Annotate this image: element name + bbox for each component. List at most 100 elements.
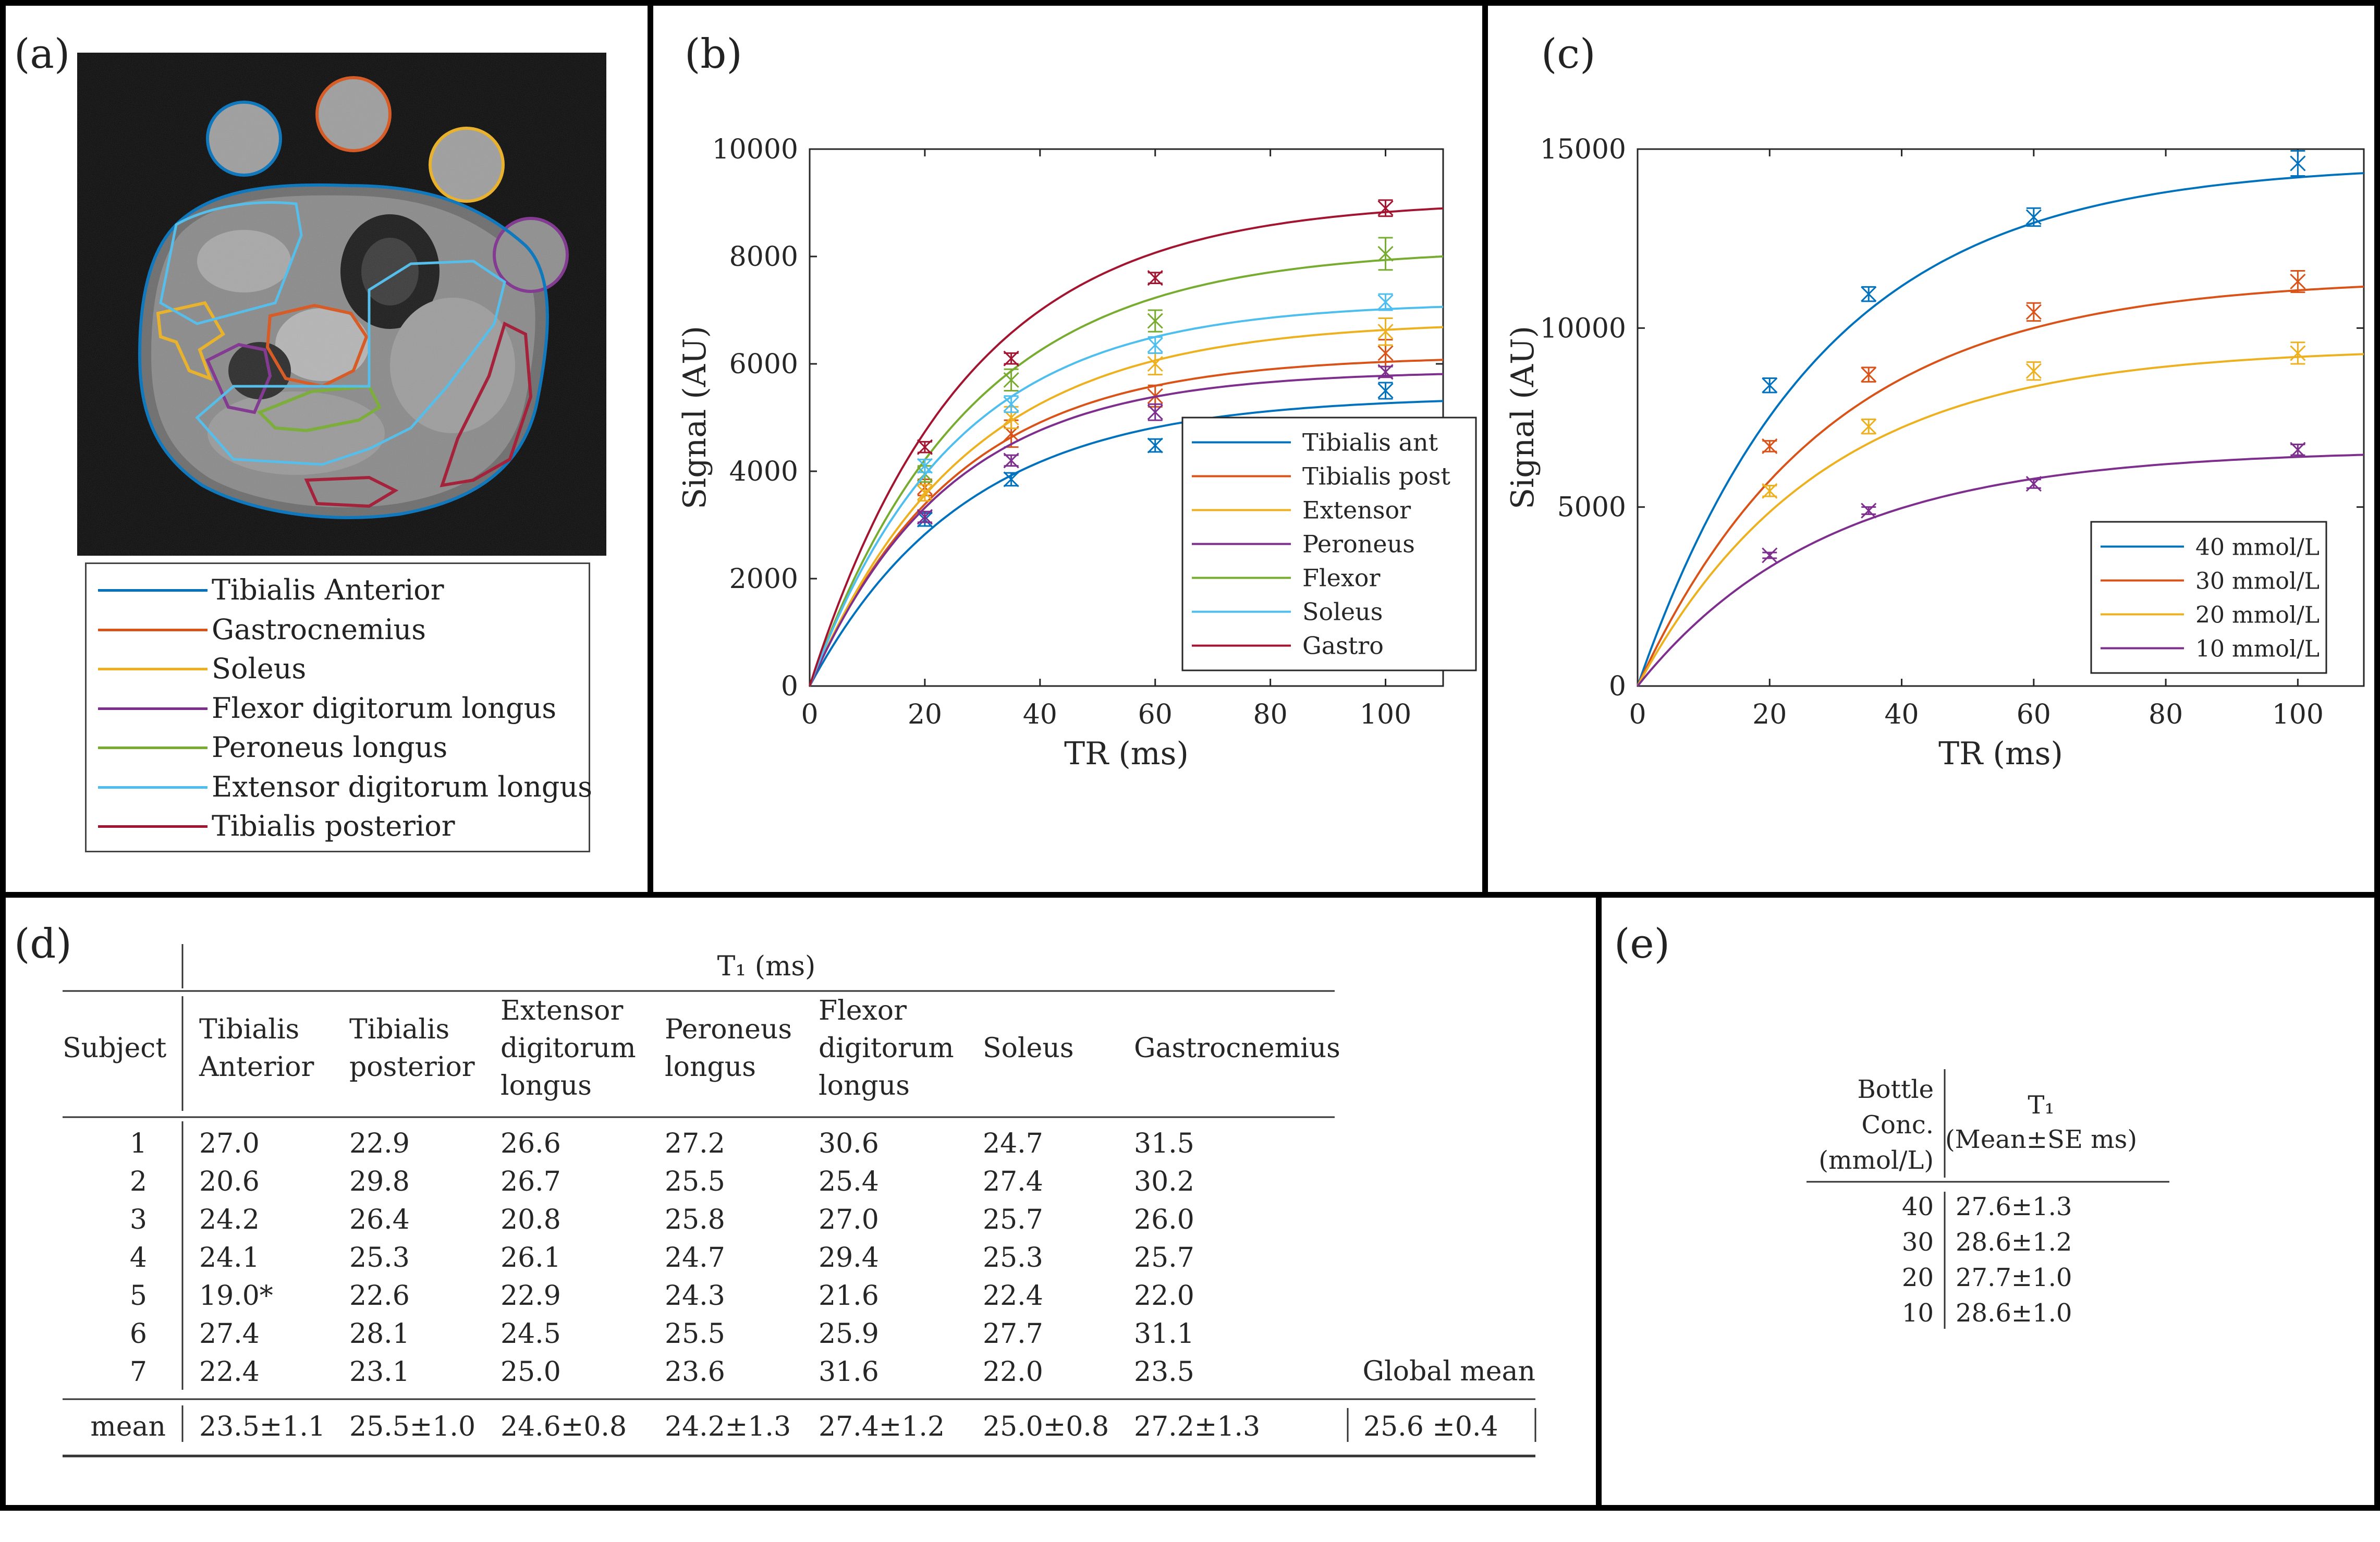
data-point — [1762, 438, 1778, 454]
table-cell: 22.0 — [983, 1356, 1043, 1388]
data-point — [1147, 309, 1163, 333]
muscle-signal-chart: 0 20 40 60 80 100 0 2000 4000 6000 8000 10000 TR (ms… — [677, 134, 1477, 772]
x-tick-label: 40 — [1023, 699, 1057, 730]
table-cell: 22.4 — [199, 1356, 260, 1388]
x-tick-label: 40 — [1884, 699, 1919, 730]
data-point — [1861, 503, 1877, 519]
x-tick-label: 100 — [2272, 699, 2324, 730]
table-cell: 25.5 — [665, 1318, 725, 1350]
table-cell: 25.0 — [501, 1356, 561, 1388]
legend-swatch — [98, 589, 208, 592]
marker — [1147, 356, 1163, 372]
x-tick-label: 80 — [2149, 699, 2183, 730]
table-cell: 23.6 — [665, 1356, 725, 1388]
conc-cell: 20 — [1902, 1263, 1934, 1292]
panel-d: (d) — [0, 892, 1602, 1511]
data-point — [917, 509, 933, 525]
table-cell: 27.0 — [819, 1204, 879, 1235]
column-header: Tibialis posterior — [349, 1014, 475, 1083]
marker — [2025, 209, 2042, 225]
panel-a-label: (a) — [14, 31, 70, 78]
legend-label: Gastro — [1302, 632, 1384, 660]
legend-label: Gastrocnemius — [212, 613, 426, 646]
table-row: 2 20.6 29.8 26.7 25.5 25.4 27.4 30.2 — [130, 1166, 1194, 1197]
marker — [2025, 304, 2042, 320]
mean-label: mean — [90, 1411, 166, 1442]
legend-label: Extensor digitorum longus — [212, 770, 592, 803]
legend-item: Tibialis Anterior — [87, 570, 589, 610]
panel-d-label: (d) — [14, 921, 72, 968]
table-cell: 29.4 — [819, 1242, 879, 1274]
table-cell: 25.3 — [983, 1242, 1043, 1274]
data-point — [917, 484, 933, 502]
marker — [1003, 471, 1019, 487]
table-cell: 20.8 — [501, 1204, 561, 1235]
table-cell: 27.7 — [983, 1318, 1043, 1350]
column-header: T₁ (Mean±SE ms) — [1945, 1091, 2137, 1154]
legend-label: 10 mmol/L — [2195, 636, 2320, 663]
marker — [2290, 442, 2306, 458]
table-cell: 26.4 — [349, 1204, 410, 1235]
panel-c: (c) 0 20 40 60 80 100 0 5000 10000 15000 TR (ms) Si… — [1482, 0, 2380, 898]
data-point — [2025, 207, 2042, 227]
data-point — [2025, 361, 2042, 381]
data-point — [2290, 341, 2306, 365]
data-point — [1861, 366, 1877, 383]
table-cell: 27.4 — [199, 1318, 260, 1350]
marker — [1762, 547, 1778, 564]
marker — [1003, 396, 1019, 412]
fit-curve — [809, 373, 1444, 687]
x-tick-label: 60 — [1138, 699, 1173, 730]
x-tick-label: 20 — [1752, 699, 1787, 730]
marker — [1003, 372, 1019, 388]
table-cell: 26.1 — [501, 1242, 561, 1274]
fit-curve — [809, 255, 1444, 687]
table-row: 30 28.6±1.2 — [1902, 1228, 2072, 1257]
fit-curve — [1637, 353, 2364, 687]
t1-cell: 27.7±1.0 — [1956, 1263, 2072, 1292]
marker — [917, 458, 933, 474]
table-row: 1 27.0 22.9 26.6 27.2 30.6 24.7 31.5 — [130, 1128, 1194, 1159]
legend-item: Soleus — [87, 649, 589, 689]
table-e-grid: Bottle Conc. (mmol/L)T₁ (Mean±SE ms) 40 27.6±… — [1807, 1069, 2169, 1329]
marker — [2025, 475, 2042, 492]
marker — [2290, 345, 2306, 361]
column-header: Flexor digitorum longus — [819, 995, 954, 1102]
marker — [1147, 313, 1163, 329]
data-point — [1003, 395, 1019, 413]
fit-curve — [1637, 454, 2364, 687]
table-cell: 25.3 — [349, 1242, 410, 1274]
marker — [917, 439, 933, 455]
legend-label: Soleus — [1302, 598, 1383, 626]
table-cell: 22.9 — [501, 1280, 561, 1312]
fit-curve — [809, 400, 1444, 687]
table-cell: 24.7 — [983, 1128, 1043, 1159]
column-header: Tibialis Anterior — [199, 1014, 314, 1083]
legend-swatch — [98, 707, 208, 710]
legend-label: Tibialis posterior — [212, 810, 455, 842]
table-row: 40 27.6±1.3 — [1902, 1192, 2072, 1221]
table-cell: 23.1 — [349, 1356, 410, 1388]
data-point — [1377, 237, 1394, 271]
legend-label: Flexor digitorum longus — [212, 691, 557, 725]
column-header: Peroneus longus — [665, 1014, 792, 1083]
subject-header: Subject — [63, 1033, 166, 1064]
marker — [1762, 377, 1778, 394]
data-point — [1377, 293, 1394, 311]
table-cell: 22.6 — [349, 1280, 410, 1312]
t1-cell: 28.6±1.2 — [1956, 1228, 2072, 1257]
x-tick-label: 20 — [908, 699, 942, 730]
marker — [1377, 383, 1394, 399]
y-tick-label: 4000 — [729, 456, 798, 487]
x-tick-label: 60 — [2017, 699, 2051, 730]
x-tick-label: 0 — [1629, 699, 1646, 730]
table-cell: 31.1 — [1134, 1318, 1194, 1350]
y-tick-label: 6000 — [729, 349, 798, 380]
table-cell: 25.8 — [665, 1204, 725, 1235]
data-point — [2290, 442, 2306, 458]
table-cell: 29.8 — [349, 1166, 410, 1197]
marker — [1377, 294, 1394, 310]
y-tick-label: 0 — [1609, 671, 1626, 702]
data-point — [917, 439, 933, 455]
table-cell: 24.5 — [501, 1318, 561, 1350]
